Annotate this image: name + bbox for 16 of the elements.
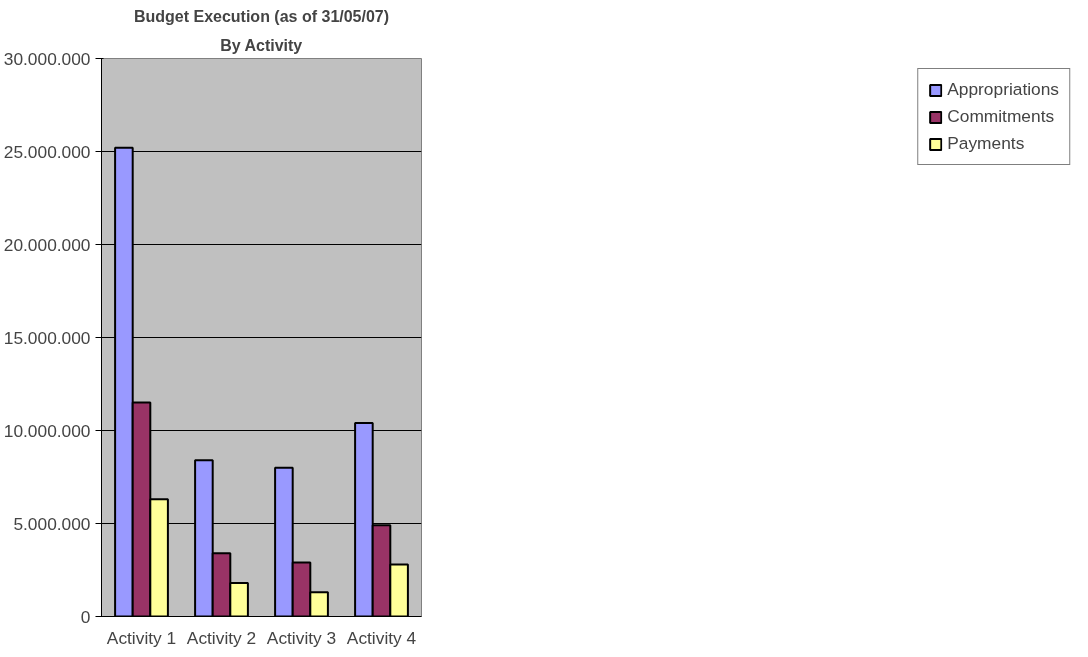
x-tick-label: Activity 3: [266, 627, 337, 648]
y-tick-label: 20.000.000: [3, 234, 91, 255]
y-tick-label: 0: [80, 606, 91, 627]
x-tick-label: Activity 4: [346, 627, 417, 648]
legend-label: Commitments: [947, 106, 1055, 127]
y-tick-label: 30.000.000: [3, 48, 91, 69]
chart-title: Budget Execution (as of 31/05/07): [133, 7, 390, 25]
legend-label: Payments: [947, 133, 1025, 154]
y-tick-label: 5.000.000: [13, 513, 91, 534]
y-tick-label: 15.000.000: [3, 327, 91, 348]
x-tick-label: Activity 2: [186, 627, 257, 648]
y-tick-label: 10.000.000: [3, 420, 91, 441]
x-tick-label: Activity 1: [106, 627, 177, 648]
y-tick-label: 25.000.000: [3, 141, 91, 162]
chart-subtitle: By Activity: [220, 36, 303, 54]
legend-label: Appropriations: [947, 79, 1059, 100]
